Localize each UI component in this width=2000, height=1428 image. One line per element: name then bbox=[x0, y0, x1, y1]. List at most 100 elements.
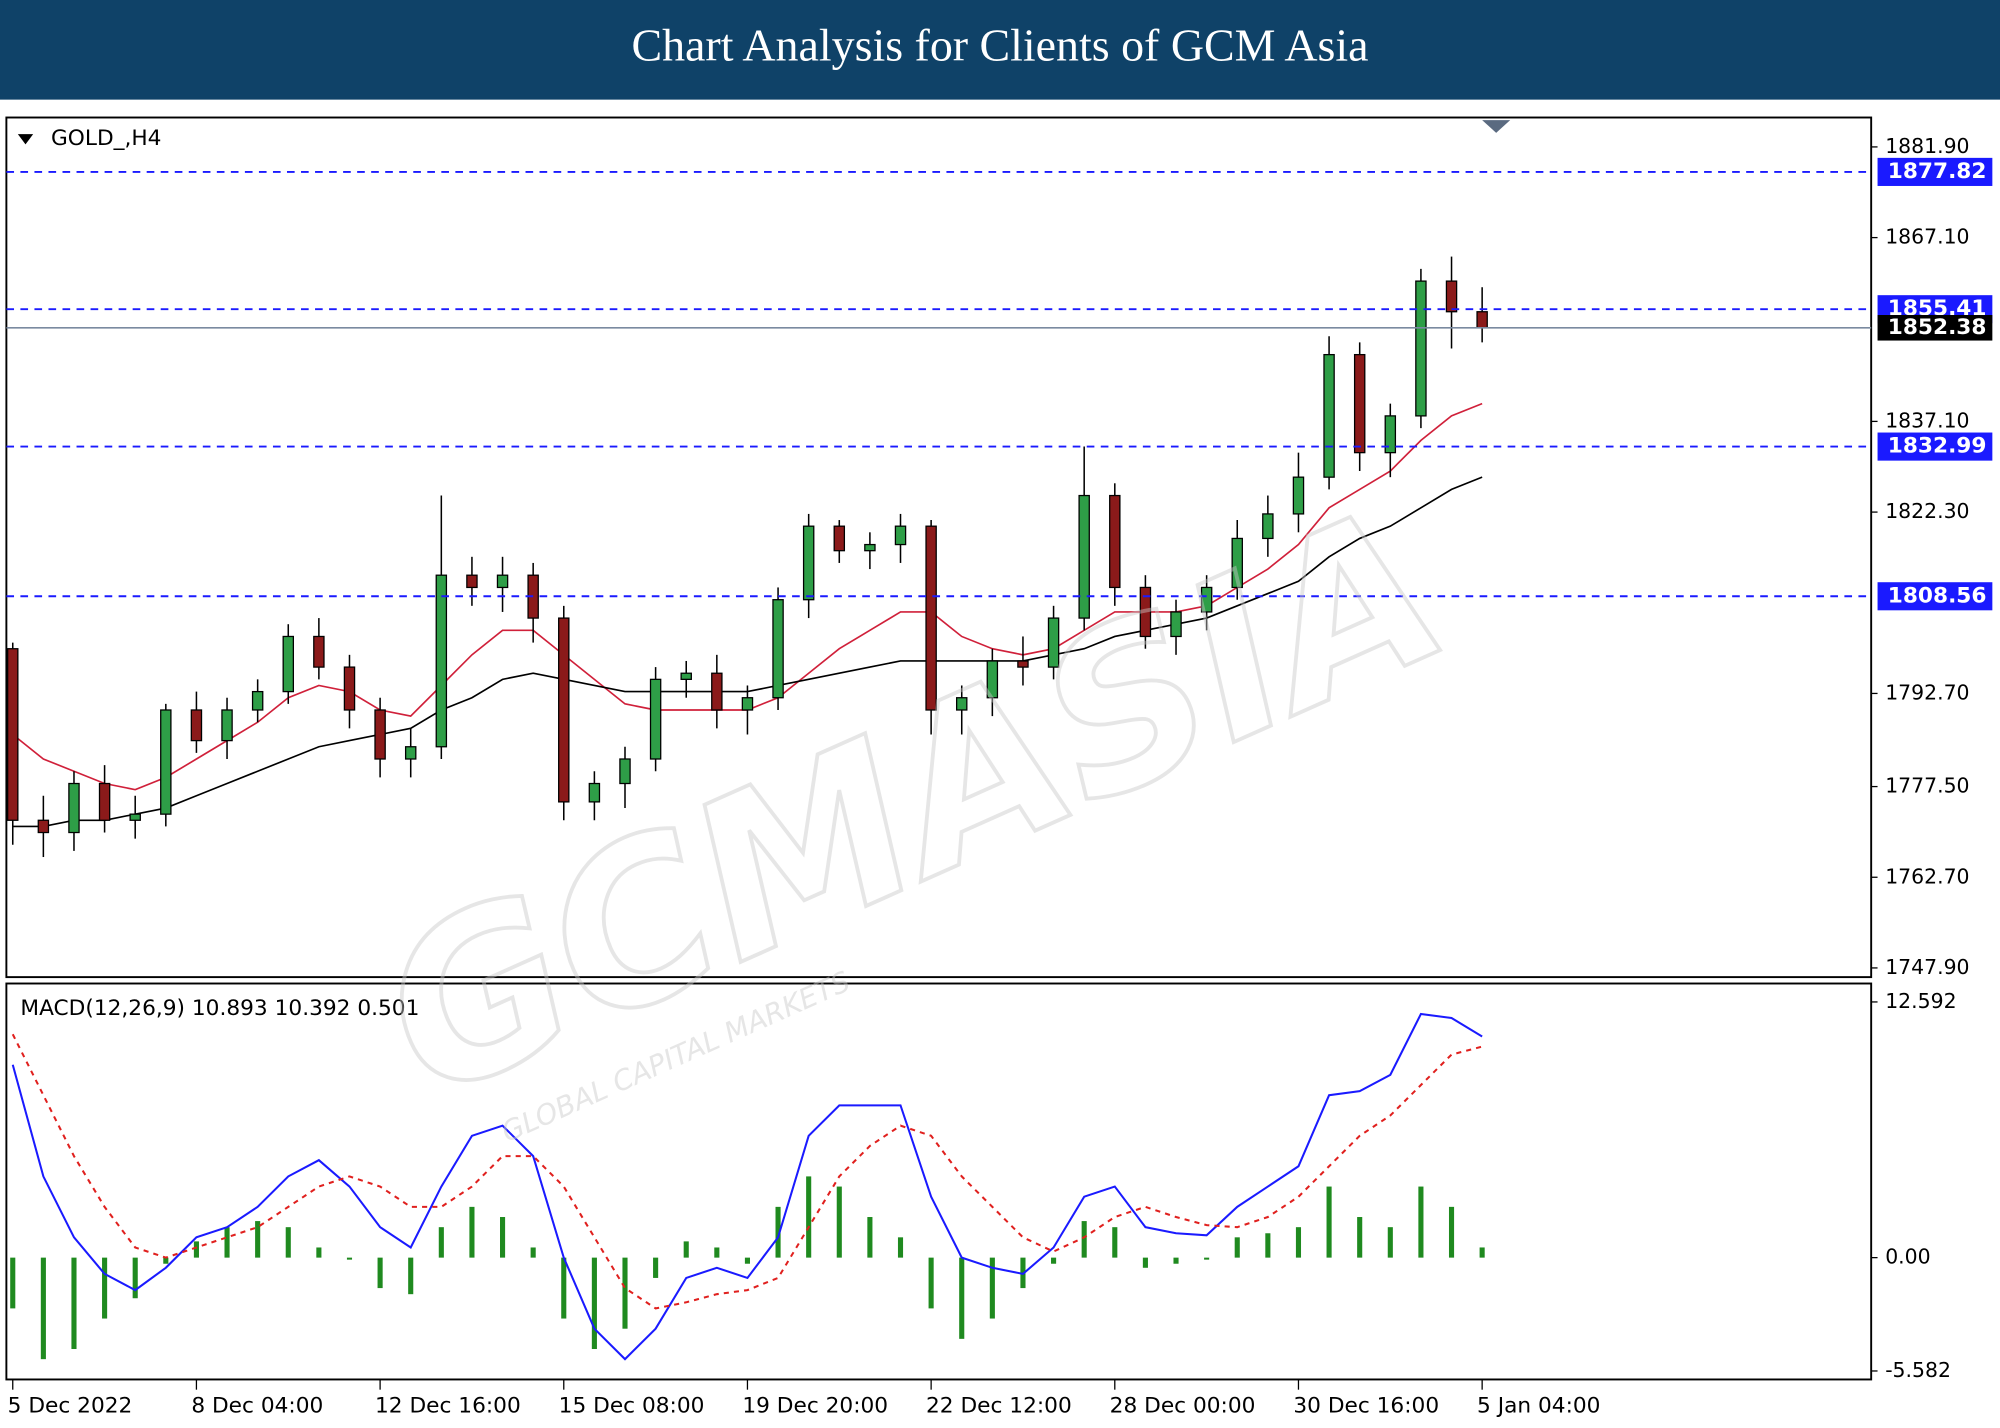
y-tick-label: 1881.90 bbox=[1885, 134, 1969, 158]
candle-body bbox=[894, 525, 907, 546]
histogram-bar bbox=[438, 1227, 444, 1258]
price-pane bbox=[5, 116, 1873, 979]
candle-body bbox=[98, 782, 111, 821]
histogram-bar bbox=[316, 1247, 322, 1258]
candle-body bbox=[588, 782, 601, 803]
dropdown-icon bbox=[17, 134, 34, 145]
histogram-bar bbox=[1081, 1221, 1087, 1258]
histogram-bar bbox=[806, 1176, 812, 1258]
y-tick-label: 1792.70 bbox=[1885, 680, 1969, 704]
candle-body bbox=[925, 525, 937, 711]
level-label-box bbox=[1877, 432, 1993, 461]
histogram-bar bbox=[1051, 1257, 1057, 1264]
histogram-bar bbox=[500, 1217, 506, 1258]
last-price-box bbox=[1877, 315, 1993, 341]
x-tick-label: 30 Dec 16:00 bbox=[1293, 1393, 1439, 1418]
candle-body bbox=[1292, 476, 1305, 515]
macd-pane bbox=[5, 982, 1873, 1381]
level-label: 1808.56 bbox=[1888, 583, 1987, 608]
histogram-bar bbox=[10, 1257, 16, 1309]
candle-body bbox=[435, 574, 448, 748]
x-tick-label: 19 Dec 20:00 bbox=[742, 1393, 888, 1418]
candle-body bbox=[1415, 280, 1427, 417]
candle-body bbox=[558, 617, 570, 803]
histogram-bar bbox=[1234, 1237, 1240, 1258]
candle-body bbox=[1231, 537, 1243, 589]
macd-line bbox=[11, 1012, 1483, 1361]
histogram-bar bbox=[989, 1257, 995, 1319]
x-tick-label: 28 Dec 00:00 bbox=[1110, 1393, 1256, 1418]
x-tick-label: 5 Jan 04:00 bbox=[1477, 1393, 1600, 1418]
histogram-bar bbox=[1142, 1257, 1148, 1268]
header-bar bbox=[0, 0, 2000, 100]
candle-body bbox=[313, 635, 325, 668]
histogram-bar bbox=[928, 1257, 934, 1309]
candle-body bbox=[1078, 494, 1090, 619]
candle-body bbox=[1353, 353, 1366, 454]
histogram-bar bbox=[193, 1241, 199, 1258]
shift-marker bbox=[1482, 120, 1511, 133]
candle-body bbox=[221, 709, 233, 742]
candle-body bbox=[343, 666, 356, 711]
candle-body bbox=[7, 648, 19, 821]
histogram-bar bbox=[224, 1227, 230, 1258]
histogram-bar bbox=[959, 1257, 965, 1339]
histogram-bar bbox=[744, 1257, 750, 1264]
candle-body bbox=[833, 525, 846, 552]
histogram-bar bbox=[714, 1247, 720, 1258]
candle-body bbox=[374, 709, 386, 760]
histogram-bar bbox=[132, 1257, 138, 1299]
x-tick-label: 22 Dec 12:00 bbox=[926, 1393, 1072, 1418]
histogram-bar bbox=[408, 1257, 414, 1295]
histogram-bar bbox=[1448, 1206, 1455, 1258]
histogram-bar bbox=[377, 1257, 383, 1289]
histogram-bar bbox=[1265, 1233, 1271, 1258]
y-tick-label: 1762.70 bbox=[1885, 864, 1969, 888]
histogram-bar bbox=[1387, 1227, 1393, 1258]
candle-body bbox=[802, 525, 815, 601]
histogram-bar bbox=[346, 1257, 353, 1260]
level-label: 1832.99 bbox=[1888, 434, 1987, 459]
histogram-bar bbox=[469, 1206, 475, 1258]
histogram-bar bbox=[867, 1217, 873, 1258]
candle-body bbox=[680, 672, 692, 680]
histogram-bar bbox=[1295, 1227, 1302, 1258]
y-tick-label: 1837.10 bbox=[1885, 408, 1969, 432]
candle-body bbox=[129, 813, 141, 821]
histogram-bar bbox=[897, 1237, 904, 1258]
x-tick-label: 5 Dec 2022 bbox=[8, 1393, 133, 1418]
histogram-bar bbox=[40, 1257, 46, 1360]
candle-body bbox=[282, 635, 295, 693]
level-label-box bbox=[1877, 582, 1993, 611]
histogram-bar bbox=[71, 1257, 77, 1350]
histogram-bar bbox=[1357, 1217, 1363, 1258]
histogram-bar bbox=[1326, 1186, 1332, 1258]
candle-body bbox=[466, 574, 478, 589]
candle-body bbox=[772, 599, 784, 699]
candle-body bbox=[160, 709, 172, 815]
candle-body bbox=[741, 697, 754, 711]
candle-body bbox=[1323, 353, 1335, 478]
y-tick-label: 12.592 bbox=[1885, 989, 1956, 1013]
candle-body bbox=[37, 819, 50, 834]
histogram-bar bbox=[836, 1186, 842, 1258]
histogram-bar bbox=[775, 1206, 781, 1258]
histogram-bar bbox=[163, 1257, 169, 1264]
candle-body bbox=[1139, 586, 1152, 638]
candle-body bbox=[1017, 660, 1029, 668]
candle-body bbox=[190, 709, 203, 742]
candle-body bbox=[251, 690, 264, 711]
header-title: Chart Analysis for Clients of GCM Asia bbox=[631, 19, 1368, 70]
candle-body bbox=[711, 672, 723, 711]
histogram-bar bbox=[1418, 1186, 1424, 1258]
y-tick-label: 1867.10 bbox=[1885, 225, 1969, 249]
candle-body bbox=[619, 758, 631, 785]
watermark-text: GCMASIA bbox=[347, 460, 1477, 1149]
histogram-bar bbox=[285, 1227, 291, 1258]
level-label: 1877.82 bbox=[1888, 159, 1987, 184]
candle-body bbox=[1384, 415, 1397, 454]
histogram-bar bbox=[1479, 1247, 1485, 1258]
watermark: GCMASIA GLOBAL CAPITAL MARKETS bbox=[345, 458, 1479, 1151]
histogram-bar bbox=[530, 1247, 536, 1258]
symbol-title: GOLD_,H4 bbox=[51, 126, 161, 151]
